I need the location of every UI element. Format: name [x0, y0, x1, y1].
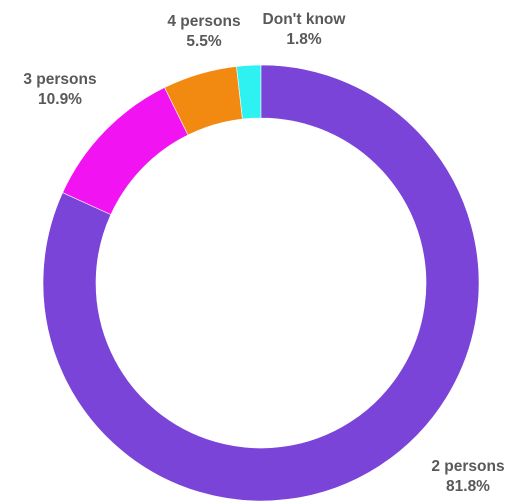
- slice-value-label-don-t-know: 1.8%: [286, 31, 322, 48]
- slice-label-4-persons: 4 persons: [167, 13, 240, 30]
- slice-2-persons: [42, 64, 480, 502]
- slice-value-label-4-persons: 5.5%: [186, 33, 222, 50]
- slices-layer: [42, 64, 480, 502]
- slice-label-2-persons: 2 persons: [431, 458, 504, 475]
- slice-value-label-3-persons: 10.9%: [38, 91, 82, 108]
- slice-label-don-t-know: Don't know: [263, 11, 347, 28]
- slice-value-label-2-persons: 81.8%: [446, 478, 490, 495]
- slice-label-3-persons: 3 persons: [23, 71, 96, 88]
- labels-layer: Don't know 1.8% 4 persons 5.5% 3 persons 10.9…: [23, 11, 504, 495]
